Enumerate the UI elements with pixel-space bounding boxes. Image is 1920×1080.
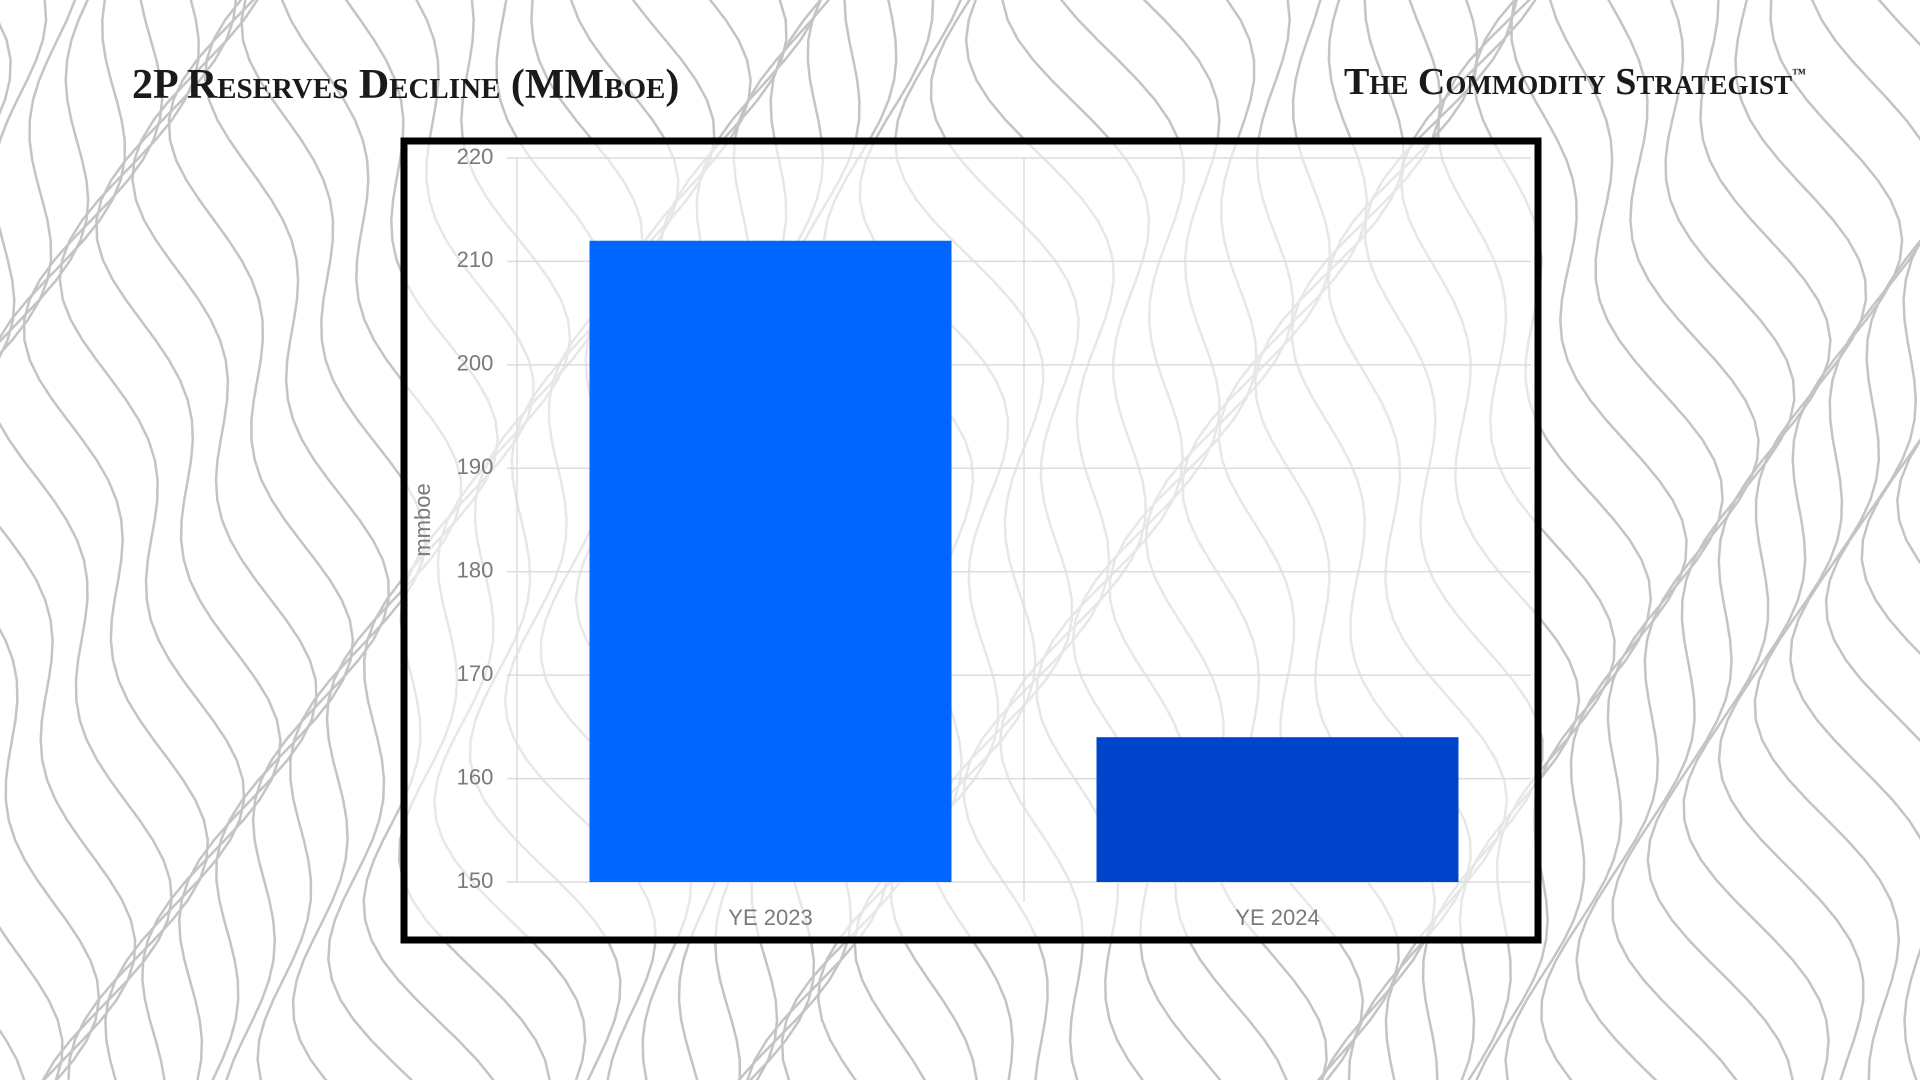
- bar: [1096, 737, 1459, 882]
- slide-title: 2P Reserves Decline (MMboe): [132, 62, 679, 108]
- brand: The Commodity Strategist™: [1344, 61, 1806, 103]
- brand-mark: ™: [1792, 67, 1806, 82]
- y-axis-label: mmboe: [410, 483, 435, 556]
- contour-line: [1860, 437, 1920, 656]
- chart: mmboe 150 160 170 180 190 200 210 220 YE 2023 YE …: [410, 144, 1531, 930]
- contour-line: [167, 0, 355, 1080]
- y-tick-label: 150: [457, 868, 494, 893]
- contour-line: [1504, 0, 1688, 1080]
- contour-line: [1611, 0, 1796, 1080]
- y-tick-label: 180: [457, 558, 494, 583]
- contour-line: [1717, 0, 1904, 1080]
- contour-line: [131, 0, 318, 1080]
- bar: [589, 240, 952, 882]
- contour-line: [1575, 0, 1760, 1080]
- y-tick-label: 190: [457, 454, 494, 479]
- contour-line: [1646, 0, 1832, 1080]
- contour-line: [0, 22, 26, 1080]
- brand-name: The Commodity Strategist: [1344, 61, 1792, 103]
- y-tick-label: 200: [457, 351, 494, 376]
- y-tick-label: 170: [457, 661, 494, 686]
- contour-line: [1753, 0, 1920, 1080]
- contour-line: [95, 0, 282, 1080]
- x-tick-label: YE 2024: [1235, 905, 1319, 930]
- contour-line: [1540, 0, 1724, 1080]
- contour-line: [0, 0, 101, 1080]
- contour-line: [0, 0, 173, 1080]
- contour-line: [1824, 239, 1920, 743]
- y-tick-label: 220: [457, 144, 494, 169]
- contour-line: [240, 0, 427, 1080]
- y-tick-label: 160: [457, 764, 494, 789]
- x-tick-label: YE 2023: [728, 905, 812, 930]
- contour-line: [1682, 0, 1868, 1080]
- contour-line: [1789, 0, 1920, 1080]
- contour-line: [203, 0, 390, 1080]
- contour-line: [22, 0, 210, 1080]
- contour-line: [58, 0, 246, 1080]
- contour-line: [0, 0, 137, 1080]
- contour-line: [1896, 438, 1920, 565]
- y-tick-label: 210: [457, 247, 494, 272]
